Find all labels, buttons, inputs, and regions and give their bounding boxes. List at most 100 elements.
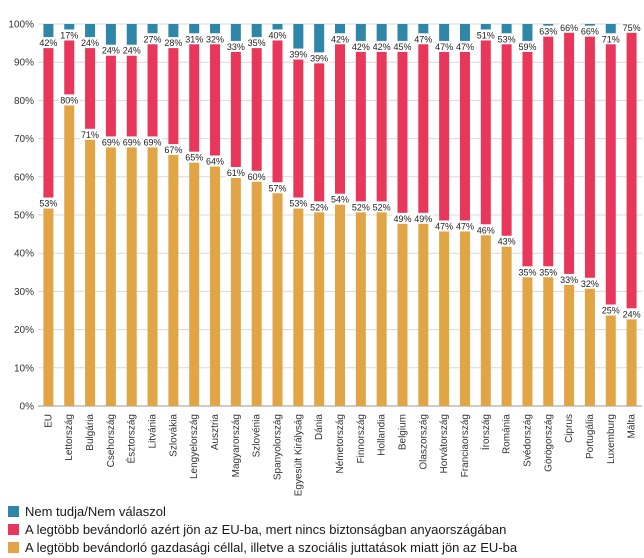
data-label: 52% [373,202,391,212]
bar-segment [105,142,116,407]
x-tick-label: Portugália [585,414,596,459]
data-label-bg [225,40,246,52]
bar-segment [355,207,366,406]
data-label: 51% [477,30,495,40]
data-label-bg [496,235,517,247]
bar-segment [230,46,241,173]
data-label: 69% [102,137,120,147]
data-label-bg [454,40,475,52]
x-tick-label: Szlovénia [252,414,263,458]
data-label: 27% [144,34,162,44]
data-label-bg [517,40,538,52]
bar-segment [293,24,304,55]
bar-segment [480,35,491,231]
bar-segment [272,35,283,189]
x-tick-label: Lettország [64,414,75,461]
bar-segment [43,24,54,44]
data-label-bg [475,29,496,41]
y-tick-label: 60% [14,172,34,183]
bar-segment [355,46,366,208]
bar-segment [168,43,179,151]
bar-segment [314,207,325,406]
data-label-bg [205,155,226,167]
bar-segment [418,24,429,40]
data-label-bg [559,21,580,33]
bar-segment [605,24,616,40]
bar-segment [459,24,470,47]
data-label: 42% [39,38,57,48]
data-label: 71% [602,34,620,44]
x-tick-label: Litvánia [148,414,159,449]
x-tick-label: Ciprus [564,414,575,443]
bar-segment [293,54,304,204]
data-label: 64% [206,157,224,167]
bar-segment [335,24,345,40]
data-label: 80% [60,95,78,105]
data-label-bg [434,40,455,52]
bar-segment [418,39,429,219]
data-label-bg [413,33,434,45]
x-tick-label: Észtország [125,414,138,463]
data-label-bg [163,37,184,49]
data-label: 57% [269,183,287,193]
data-label-bg [350,40,371,52]
data-label: 49% [393,214,411,224]
data-label: 24% [123,46,141,56]
y-tick-label: 30% [14,287,34,298]
y-tick-label: 0% [20,402,35,413]
data-label: 45% [393,42,411,52]
bar-segment [251,43,262,177]
data-label: 53% [289,199,307,209]
bar-segment [564,279,575,406]
bar-segment [397,218,408,406]
bar-segment [189,39,200,158]
y-tick-label: 80% [14,96,34,107]
x-tick-label: Hollandia [377,414,388,456]
data-label: 65% [185,153,203,163]
data-label: 43% [498,237,516,247]
data-label-bg [538,25,559,37]
bar-segment [480,230,491,406]
bar-segment [314,24,325,59]
legend-item-safety: A legtöbb bevándorló azért jön az EU-ba,… [8,522,506,537]
bar-segment [522,24,533,47]
bar-segment [522,46,533,273]
data-label-bg [330,193,350,205]
x-tick-label: EU [43,414,54,428]
data-label: 32% [581,279,599,289]
bar-segment [210,39,221,162]
data-label-bg [330,33,350,45]
bar-segment [64,100,75,407]
bar-segment [459,46,470,227]
bar-segment [314,58,325,208]
data-label: 69% [144,137,162,147]
data-label-bg [454,220,475,232]
data-label-bg [59,94,80,106]
x-tick-label: Málta [627,414,638,439]
data-label: 28% [164,38,182,48]
bar-segment [418,218,429,406]
data-label-bg [392,40,413,52]
bar-segment [147,39,158,143]
bar-segment [335,199,345,406]
data-label-bg [121,136,142,148]
bar-segment [439,46,450,227]
bar-segment [105,50,116,143]
data-label-bg [579,277,600,289]
bar-segment [210,161,221,406]
y-tick-label: 20% [14,325,34,336]
data-label: 24% [81,38,99,48]
data-label: 17% [60,30,78,40]
x-tick-label: Írország [479,414,492,450]
data-label-bg [309,52,330,64]
data-label-bg [621,21,642,33]
data-label: 66% [581,27,599,37]
legend-label-economic: A legtöbb bevándorló gazdasági céllal, i… [25,540,518,555]
legend-label-dont-know: Nem tudja/Nem válaszol [25,504,166,519]
data-label-bg [205,33,226,45]
x-tick-label: Egyesült Királyság [293,414,304,496]
bar-segment [85,24,96,44]
x-tick-label: Franciaország [460,414,471,477]
data-label-bg [475,224,496,236]
data-label: 24% [102,46,120,56]
